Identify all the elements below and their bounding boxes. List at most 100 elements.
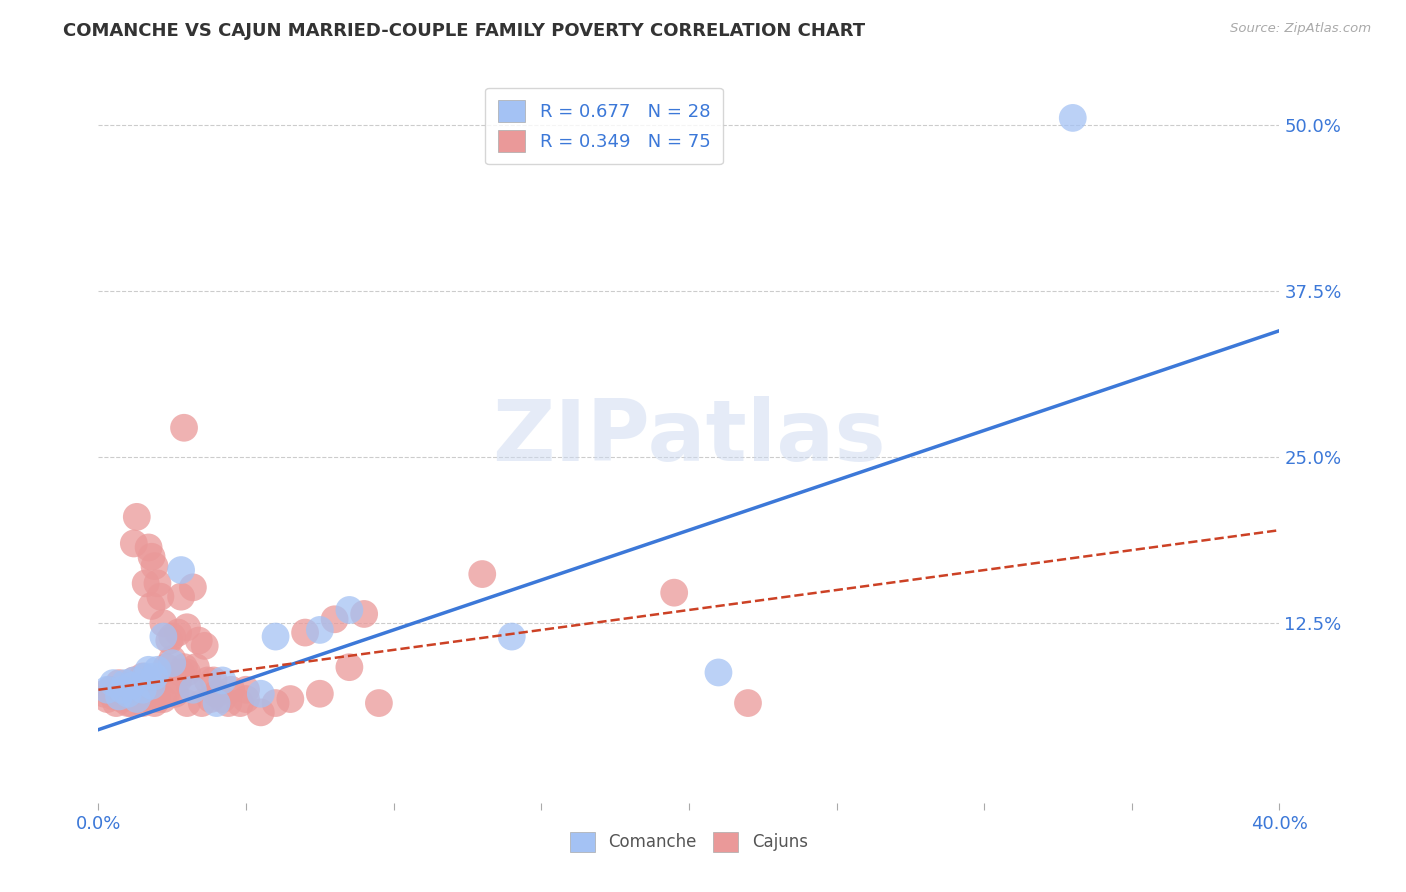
Point bbox=[170, 563, 193, 577]
Point bbox=[132, 669, 155, 683]
Point bbox=[162, 630, 183, 644]
Point bbox=[143, 696, 166, 710]
Point bbox=[138, 541, 160, 555]
Point bbox=[221, 682, 243, 697]
Point bbox=[181, 580, 204, 594]
Point bbox=[105, 696, 128, 710]
Point bbox=[103, 676, 125, 690]
Point bbox=[235, 682, 257, 697]
Point bbox=[141, 599, 163, 613]
Point bbox=[155, 660, 177, 674]
Point bbox=[264, 696, 287, 710]
Point bbox=[187, 633, 209, 648]
Point bbox=[264, 630, 287, 644]
Point bbox=[167, 625, 190, 640]
Point bbox=[128, 692, 150, 706]
Point bbox=[114, 682, 136, 697]
Point bbox=[181, 682, 204, 697]
Point bbox=[152, 692, 174, 706]
Point bbox=[132, 696, 155, 710]
Point bbox=[368, 696, 391, 710]
Point bbox=[176, 620, 198, 634]
Point bbox=[157, 633, 180, 648]
Point bbox=[103, 690, 125, 704]
Point bbox=[122, 673, 145, 688]
Point bbox=[250, 706, 273, 720]
Point bbox=[707, 665, 730, 680]
Point bbox=[173, 660, 195, 674]
Point bbox=[138, 687, 160, 701]
Point bbox=[132, 682, 155, 697]
Point bbox=[120, 679, 142, 693]
Point bbox=[162, 652, 183, 666]
Point bbox=[309, 623, 332, 637]
Point bbox=[309, 687, 332, 701]
Point bbox=[149, 590, 172, 604]
Point bbox=[1062, 111, 1084, 125]
Text: ZIPatlas: ZIPatlas bbox=[492, 395, 886, 479]
Point bbox=[235, 692, 257, 706]
Point bbox=[114, 676, 136, 690]
Point bbox=[205, 696, 228, 710]
Point bbox=[122, 536, 145, 550]
Point bbox=[93, 687, 115, 701]
Point bbox=[155, 687, 177, 701]
Point bbox=[250, 687, 273, 701]
Point bbox=[737, 696, 759, 710]
Point bbox=[117, 687, 139, 701]
Point bbox=[323, 612, 346, 626]
Point bbox=[170, 665, 193, 680]
Point bbox=[125, 682, 148, 697]
Point bbox=[170, 590, 193, 604]
Point bbox=[98, 682, 121, 697]
Point bbox=[229, 696, 252, 710]
Point bbox=[339, 660, 361, 674]
Point bbox=[141, 549, 163, 564]
Point bbox=[111, 682, 134, 697]
Point bbox=[179, 679, 201, 693]
Point bbox=[176, 696, 198, 710]
Point bbox=[176, 665, 198, 680]
Point bbox=[120, 696, 142, 710]
Point bbox=[96, 682, 118, 697]
Point bbox=[108, 690, 131, 704]
Point bbox=[125, 509, 148, 524]
Point bbox=[96, 692, 118, 706]
Point bbox=[146, 692, 169, 706]
Point bbox=[217, 696, 239, 710]
Point bbox=[132, 682, 155, 697]
Text: Source: ZipAtlas.com: Source: ZipAtlas.com bbox=[1230, 22, 1371, 36]
Point bbox=[108, 676, 131, 690]
Point bbox=[471, 567, 494, 582]
Point bbox=[152, 616, 174, 631]
Point bbox=[167, 673, 190, 688]
Point bbox=[125, 692, 148, 706]
Point bbox=[194, 639, 217, 653]
Point bbox=[120, 679, 142, 693]
Point bbox=[205, 687, 228, 701]
Point bbox=[280, 692, 302, 706]
Point bbox=[152, 630, 174, 644]
Point bbox=[202, 673, 225, 688]
Point bbox=[173, 421, 195, 435]
Point bbox=[664, 585, 686, 599]
Point bbox=[294, 625, 316, 640]
Point bbox=[353, 607, 375, 621]
Point bbox=[162, 656, 183, 670]
Point bbox=[211, 673, 233, 688]
Point bbox=[211, 692, 233, 706]
Point bbox=[138, 663, 160, 677]
Point bbox=[146, 576, 169, 591]
Point bbox=[135, 669, 157, 683]
Point bbox=[200, 692, 222, 706]
Point bbox=[165, 687, 187, 701]
Legend: Comanche, Cajuns: Comanche, Cajuns bbox=[562, 823, 815, 860]
Point bbox=[122, 673, 145, 688]
Point bbox=[143, 669, 166, 683]
Point bbox=[141, 679, 163, 693]
Point bbox=[197, 673, 219, 688]
Point bbox=[117, 696, 139, 710]
Point bbox=[143, 559, 166, 574]
Point bbox=[184, 660, 207, 674]
Point bbox=[501, 630, 523, 644]
